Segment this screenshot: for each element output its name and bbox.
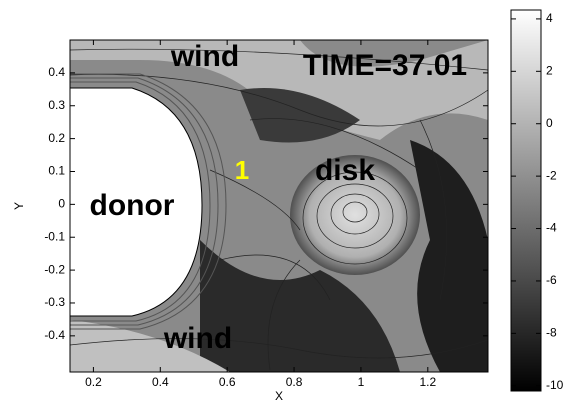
y-tick-label: 0 <box>58 197 65 211</box>
x-tick-label: 1 <box>358 375 365 389</box>
y-tick-label: 0.1 <box>48 164 65 178</box>
colorbar-tick-label: -10 <box>546 378 564 392</box>
field <box>70 40 488 372</box>
x-tick-label: 0.8 <box>286 375 303 389</box>
x-tick-label: 0.4 <box>152 375 169 389</box>
colorbar-tick-label: -2 <box>546 168 557 182</box>
y-tick-label: -0.1 <box>44 229 65 243</box>
x-axis-label: X <box>275 389 283 403</box>
colorbar <box>510 9 542 392</box>
y-tick-label: -0.2 <box>44 262 65 276</box>
x-tick-label: 0.2 <box>85 375 102 389</box>
y-tick-label: -0.4 <box>44 328 65 342</box>
colorbar-tick-label: 0 <box>546 116 553 130</box>
annotation: wind <box>163 322 232 355</box>
y-tick-label: 0.4 <box>48 65 65 79</box>
colorbar-tick-label: -8 <box>546 326 557 340</box>
y-axis-label: Y <box>12 202 26 210</box>
y-tick-label: 0.2 <box>48 131 65 145</box>
y-tick-label: -0.3 <box>44 295 65 309</box>
colorbar-tick-label: 4 <box>546 11 553 25</box>
plot-frame <box>69 39 489 373</box>
annotation: TIME=37.01 <box>303 49 467 82</box>
y-tick-label: 0.3 <box>48 98 65 112</box>
annotation: wind <box>170 40 239 73</box>
colorbar-tick-label: -6 <box>546 273 557 287</box>
colorbar-tick-label: -4 <box>546 221 557 235</box>
x-tick-label: 0.6 <box>219 375 236 389</box>
annotation: 1 <box>235 155 249 185</box>
annotation: donor <box>90 189 175 222</box>
colorbar-tick-label: 2 <box>546 63 553 77</box>
annotation: disk <box>315 154 375 187</box>
x-tick-label: 1.2 <box>419 375 436 389</box>
